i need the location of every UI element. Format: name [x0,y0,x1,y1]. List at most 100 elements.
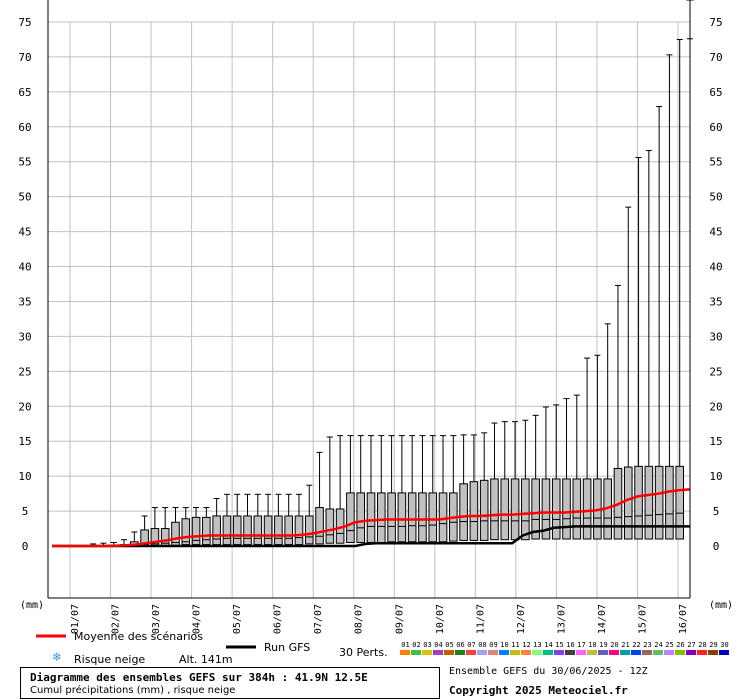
pert-number: 03 [423,641,431,649]
y-tick-label-left: 50 [18,191,31,204]
pert-number: 09 [489,641,497,649]
box [510,478,520,541]
box [263,515,273,546]
box [531,478,540,540]
pert-color-swatch [400,650,410,655]
box [212,515,221,546]
pert-color-swatch [587,650,597,655]
box [675,465,685,540]
box [407,492,417,543]
pert-color-swatch [675,650,685,655]
pert-number: 25 [665,641,673,649]
legend-gfs-label: Run GFS [264,641,311,654]
box [397,492,407,543]
pert-number: 20 [610,641,618,649]
box [325,508,335,544]
x-tick-label: 11/07 [475,604,486,634]
y-tick-label-right: 70 [709,51,722,64]
box [572,478,582,540]
y-tick-label-left: 0 [22,540,29,553]
box [294,515,304,546]
y-tick-label-left: 55 [18,156,31,169]
box [459,483,468,541]
chart-subtitle: Cumul précipitations (mm) , risque neige [30,685,236,696]
box [304,515,314,545]
run-gfs-line [52,525,690,548]
pert-color-swatch [422,650,432,655]
chart-title: Diagramme des ensembles GEFS sur 384h : … [30,671,368,684]
x-tick-label: 06/07 [273,604,284,634]
pert-number: 28 [698,641,706,649]
box [181,518,191,546]
x-tick-label: 10/07 [435,604,446,634]
pert-number: 23 [643,641,651,649]
pert-color-swatch [609,650,619,655]
y-tick-label-right: 0 [713,540,720,553]
pert-number: 01 [401,641,409,649]
pert-number: 14 [544,641,552,649]
x-tick-label: 04/07 [192,604,203,634]
pert-number: 24 [654,641,662,649]
pert-color-swatch [455,650,465,655]
pert-number: 22 [632,641,640,649]
y-tick-label-left: 15 [18,435,31,448]
pert-color-swatch [565,650,575,655]
pert-color-swatch [433,650,443,655]
y-tick-label-left: 70 [18,51,31,64]
pert-number: 27 [687,641,695,649]
box [623,466,633,540]
box [232,515,242,546]
x-tick-label: 05/07 [232,604,243,634]
pert-number: 26 [676,641,684,649]
pert-number: 04 [434,641,442,649]
box [387,492,396,543]
y-tick-label-left: 35 [18,295,31,308]
box [356,492,366,544]
y-tick-label-right: 65 [709,86,722,99]
box [243,515,252,546]
pert-number: 02 [412,641,420,649]
box [376,492,386,544]
pert-number: 06 [456,641,464,649]
legend-perts-label: 30 Perts. [339,646,388,659]
pert-number: 10 [500,641,508,649]
box [202,516,211,546]
pert-number: 08 [478,641,486,649]
x-tick-label: 03/07 [151,604,162,634]
pert-color-swatch [664,650,674,655]
pert-color-swatch [532,650,542,655]
pert-number: 16 [566,641,574,649]
snowflake-icon: ❄ [53,650,61,665]
y-tick-label-right: 55 [709,156,722,169]
box [562,478,571,540]
y-tick-label-left: 30 [18,330,31,343]
y-tick-label-left: 45 [18,226,31,239]
copyright: Copyright 2025 Meteociel.fr [449,684,628,697]
y-tick-label-right: 15 [709,435,722,448]
legend-graphics: 01 02 03 04 05 06 07 08 09 10 11 12 13 14 15 16 17 18 19 20… [36,634,729,655]
y-tick-label-right: 45 [709,226,722,239]
box [253,515,263,546]
y-tick-label-left: 25 [18,365,31,378]
y-tick-label-right: 60 [709,121,722,134]
pert-color-swatch [598,650,608,655]
x-tick-label: 01/07 [70,604,81,634]
y-tick-label-right: 75 [709,16,722,29]
box [665,465,674,540]
box [551,478,561,540]
pert-number: 05 [445,641,453,649]
x-tick-label: 07/07 [313,604,324,634]
box [191,516,201,546]
y-tick-label-right: 25 [709,365,722,378]
box [582,478,592,540]
pert-color-swatch [510,650,520,655]
pert-number: 11 [511,641,519,649]
pert-color-swatch [444,650,454,655]
ensemble-run-label: Ensemble GEFS du 30/06/2025 - 12Z [449,666,648,677]
legend-mean-label: Moyenne des scénarios [74,630,203,643]
box [490,478,499,541]
box [428,492,438,543]
pert-color-swatch [642,650,652,655]
pert-number: 30 [720,641,728,649]
